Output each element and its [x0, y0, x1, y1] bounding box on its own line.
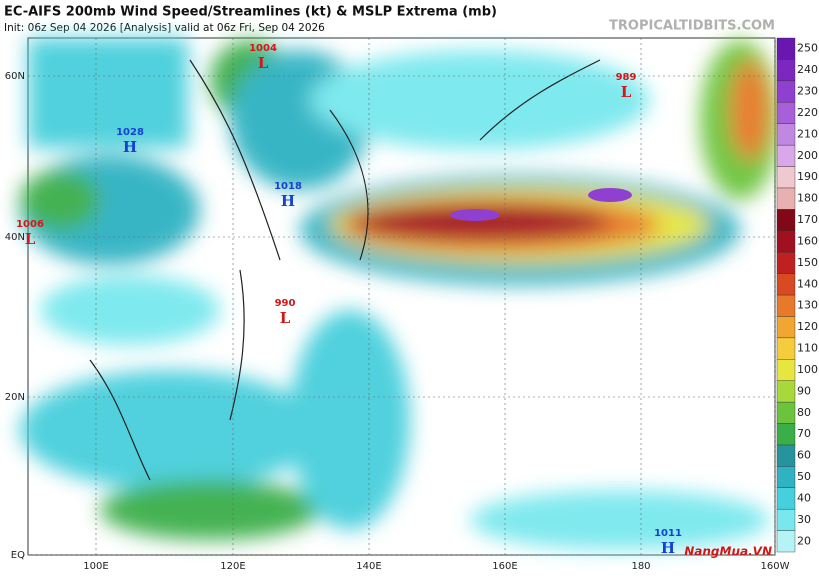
color-swatch	[776, 187, 796, 210]
colorbar-label: 80	[797, 406, 811, 419]
pressure-value: 990	[275, 298, 296, 309]
colorbar-label: 170	[797, 213, 818, 226]
colorbar-label: 160	[797, 234, 818, 247]
colorbar-label: 220	[797, 106, 818, 119]
pressure-value: 1006	[16, 219, 44, 230]
colorbar-label: 50	[797, 470, 811, 483]
colorbar-label: 40	[797, 491, 811, 504]
pressure-value: 989	[616, 72, 637, 83]
colorbar-label: 30	[797, 513, 811, 526]
colorbar-label: 240	[797, 63, 818, 76]
lon-label: 180	[631, 561, 650, 572]
pressure-value: 1004	[249, 43, 277, 54]
lat-label: 40N	[5, 232, 25, 243]
colorbar-label: 200	[797, 149, 818, 162]
colorbar-label: 150	[797, 256, 818, 269]
graticule: 60N 40N 20N EQ 100E 120E 140E 160E 180 160W	[5, 38, 790, 572]
colorbar-label: 230	[797, 85, 818, 98]
pressure-value: 1018	[274, 181, 302, 192]
colorbar-label: 140	[797, 277, 818, 290]
source: TROPICALTIDBITS.COM	[609, 19, 775, 34]
subtitle: Init: 06z Sep 04 2026 [Analysis] valid a…	[4, 22, 325, 34]
color-swatch	[776, 144, 796, 167]
lat-label: 20N	[5, 392, 25, 403]
color-swatch	[776, 251, 796, 274]
colorbar-label: 190	[797, 170, 818, 183]
color-swatch	[776, 423, 796, 446]
color-swatch	[776, 337, 796, 360]
color-swatch	[776, 123, 796, 146]
pressure-value: 1011	[654, 528, 682, 539]
color-swatch	[776, 80, 796, 103]
lon-label: 100E	[83, 561, 108, 572]
lat-label: EQ	[11, 550, 25, 561]
color-swatch	[776, 37, 796, 60]
color-swatch	[776, 359, 796, 381]
pressure-type: L	[280, 309, 291, 327]
pressure-type: H	[661, 539, 675, 557]
pressure-type: L	[25, 230, 36, 248]
pressure-type: L	[258, 54, 269, 72]
title: EC-AIFS 200mb Wind Speed/Streamlines (kt…	[4, 5, 497, 20]
colorbar: 20 30 40 50 60 70 80 90 100 110 120 130 140 150 160 170…	[776, 37, 818, 553]
color-swatch	[776, 209, 796, 231]
color-swatch	[776, 401, 796, 424]
pressure-type: H	[123, 138, 137, 156]
watermark: NangMua.VN	[684, 545, 772, 559]
color-swatch	[776, 294, 796, 317]
color-swatch	[776, 166, 796, 189]
colorbar-label: 60	[797, 449, 811, 462]
pressure-type: L	[621, 83, 632, 101]
colorbar-label: 180	[797, 192, 818, 205]
colorbar-label: 90	[797, 384, 811, 397]
color-swatch	[776, 380, 796, 403]
color-swatch	[776, 508, 796, 531]
lon-label: 140E	[356, 561, 381, 572]
color-swatch	[776, 316, 796, 339]
colorbar-label: 210	[797, 127, 818, 140]
lat-label: 60N	[5, 71, 25, 82]
lon-label: 120E	[220, 561, 245, 572]
color-swatch	[776, 487, 796, 510]
color-swatch	[776, 530, 796, 553]
color-swatch	[776, 102, 796, 124]
color-swatch	[776, 59, 796, 82]
pressure-value: 1028	[116, 127, 144, 138]
color-swatch	[776, 444, 796, 467]
color-swatch	[776, 466, 796, 488]
colorbar-label: 250	[797, 42, 818, 55]
colorbar-label: 110	[797, 342, 818, 355]
color-swatch	[776, 230, 796, 253]
color-swatch	[776, 273, 796, 296]
colorbar-label: 20	[797, 534, 811, 547]
pressure-type: H	[281, 192, 295, 210]
lon-label: 160E	[492, 561, 517, 572]
lon-label: 160W	[761, 561, 790, 572]
colorbar-label: 100	[797, 363, 818, 376]
colorbar-label: 130	[797, 299, 818, 312]
map-area	[20, 37, 780, 556]
colorbar-label: 120	[797, 320, 818, 333]
colorbar-label: 70	[797, 427, 811, 440]
